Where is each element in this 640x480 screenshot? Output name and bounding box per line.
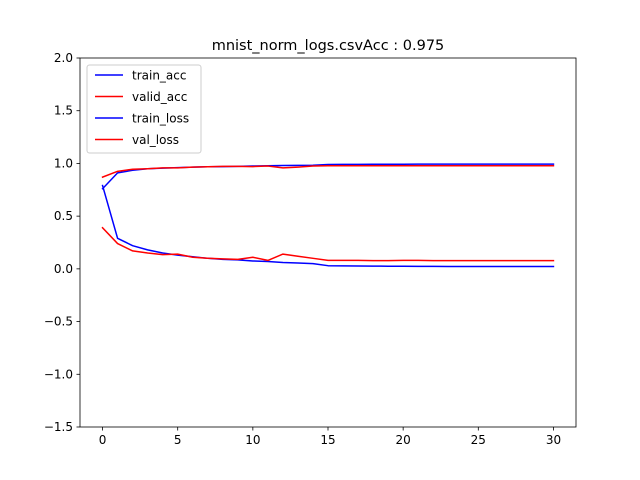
x-tick-label: 0 <box>99 433 107 447</box>
y-tick-label: −1.0 <box>44 367 73 381</box>
legend-box <box>86 64 202 154</box>
x-tick-label: 5 <box>174 433 182 447</box>
x-tick-label: 15 <box>320 433 335 447</box>
legend-label-train_acc: train_acc <box>132 69 186 83</box>
series-line-val_loss <box>101 226 555 262</box>
chart-title: mnist_norm_logs.csvAcc : 0.975 <box>212 38 445 54</box>
y-tick-label: 0.5 <box>54 209 73 223</box>
y-tick-label: 1.0 <box>54 156 73 170</box>
y-tick-label: 2.0 <box>54 51 73 65</box>
plot-area: 0 5 10 15 20 25 30 −1.5 −1.0 −0.5 0.0 0.5 1.0 1.5 2.0 <box>44 51 577 447</box>
x-tick-label: 20 <box>396 433 411 447</box>
legend: train_acc valid_acc train_loss val_loss <box>86 64 202 154</box>
x-tick-label: 25 <box>471 433 486 447</box>
legend-label-valid_acc: valid_acc <box>132 90 187 104</box>
series-line-train_loss <box>101 184 555 268</box>
y-tick-label: 1.5 <box>54 104 73 118</box>
y-tick-label: −0.5 <box>44 315 73 329</box>
legend-label-val_loss: val_loss <box>132 133 179 147</box>
series-line-valid_acc <box>101 165 555 179</box>
x-tick-label: 30 <box>546 433 561 447</box>
legend-label-train_loss: train_loss <box>132 112 189 126</box>
y-tick-label: 0.0 <box>54 262 73 276</box>
y-tick-label: −1.5 <box>44 420 73 434</box>
x-tick-label: 10 <box>245 433 260 447</box>
